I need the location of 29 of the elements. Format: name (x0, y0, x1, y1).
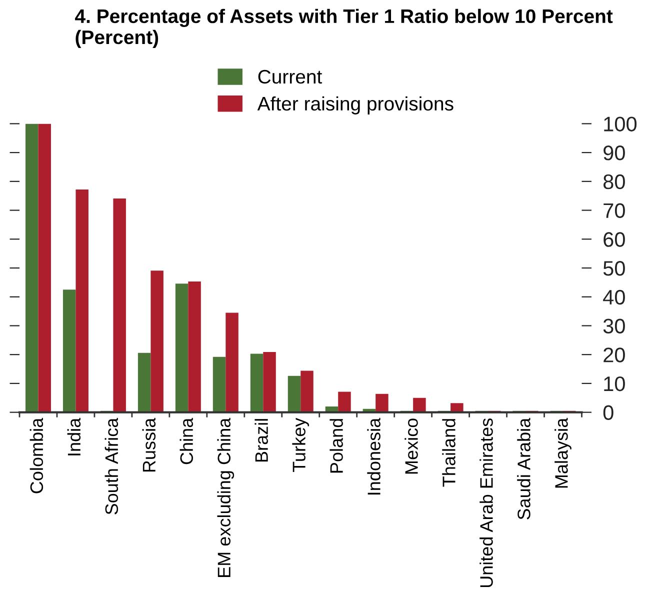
x-tick-label: China (180, 418, 194, 464)
y-tick-label: 60 (604, 232, 625, 247)
legend-label: After raising provisions (257, 96, 454, 114)
y-tick-label: 0 (603, 405, 614, 420)
x-tick-label: Mexico (404, 418, 418, 474)
x-tick-label: Poland (330, 419, 343, 473)
x-tick-label: Colombia (30, 418, 44, 494)
x-tick-label: EM excluding China (217, 418, 234, 577)
y-tick-label: 20 (604, 348, 625, 362)
x-tick-label: Malaysia (554, 418, 572, 488)
y-tick-label: 80 (603, 174, 625, 190)
y-tick-label: 100 (604, 116, 637, 132)
x-tick-label: Thailand (442, 419, 456, 487)
y-tick-label: 30 (603, 318, 625, 334)
x-tick-label: Turkey (292, 418, 310, 472)
x-tick-label: United Arab Emirates (480, 418, 493, 588)
x-tick-label: Russia (142, 418, 156, 472)
x-tick-label: India (67, 418, 81, 456)
y-tick-label: 90 (604, 146, 625, 160)
legend-label: Current (258, 70, 322, 84)
x-tick-label: Brazil (254, 419, 268, 462)
chart-title: 4. Percentage of Assets with Tier 1 Ratio below 10 Percent (Percent) (75, 8, 613, 48)
y-tick-label: 50 (603, 260, 625, 276)
y-tick-label: 10 (604, 376, 625, 392)
x-tick-label: Saudi Arabia (517, 418, 530, 520)
y-tick-label: 70 (604, 203, 625, 218)
y-tick-label: 40 (603, 290, 625, 305)
x-tick-label: South Africa (104, 418, 118, 514)
x-tick-label: Indonesia (367, 418, 380, 494)
